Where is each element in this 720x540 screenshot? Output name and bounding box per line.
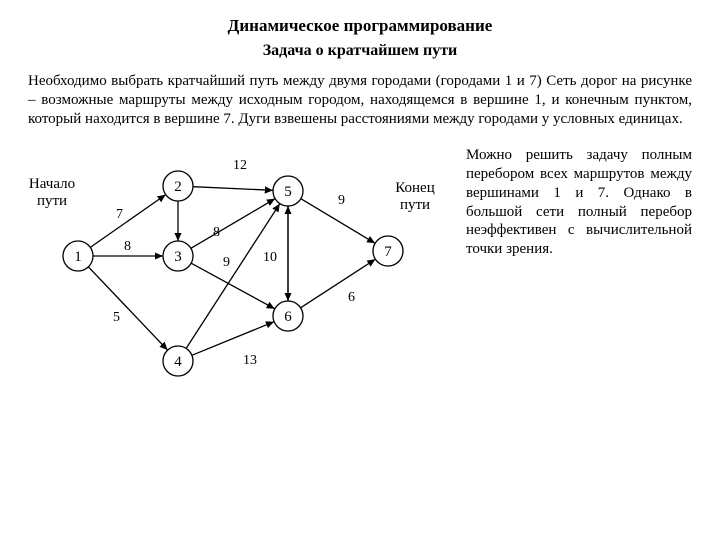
edge-weight-6-7: 6 — [348, 290, 355, 305]
edge-weight-6-5: 10 — [263, 250, 277, 265]
page-subtitle: Задача о кратчайшем пути — [28, 42, 692, 60]
node-label-2: 2 — [174, 179, 182, 195]
edge-3-6 — [191, 263, 275, 309]
edge-weight-3-5: 8 — [213, 225, 220, 240]
edge-4-6 — [192, 322, 274, 356]
node-label-3: 3 — [174, 249, 182, 265]
edge-weight-1-4: 5 — [113, 310, 120, 325]
page-title: Динамическое программирование — [28, 16, 692, 36]
graph-svg: 78512891391061234567 — [28, 146, 448, 406]
node-label-5: 5 — [284, 184, 292, 200]
edge-weight-5-7: 9 — [338, 193, 345, 208]
intro-paragraph: Необходимо выбрать кратчайший путь между… — [28, 72, 692, 128]
node-label-1: 1 — [74, 249, 82, 265]
node-label-4: 4 — [174, 354, 182, 370]
edge-6-7 — [301, 259, 376, 308]
graph-diagram: Начало пути Конец пути 78512891391061234… — [28, 146, 448, 406]
edge-2-5 — [193, 187, 273, 191]
edge-weight-3-6: 9 — [223, 255, 230, 270]
edge-weight-1-2: 7 — [116, 207, 123, 222]
edge-weight-1-3: 8 — [124, 239, 131, 254]
node-label-7: 7 — [384, 244, 392, 260]
rhs-paragraph: Можно решить задачу полным перебором все… — [466, 146, 692, 259]
node-label-6: 6 — [284, 309, 292, 325]
edge-3-5 — [191, 199, 275, 249]
edge-weight-4-6: 13 — [243, 353, 257, 368]
edge-weight-2-5: 12 — [233, 158, 247, 173]
edge-1-4 — [88, 267, 167, 350]
edge-4-5 — [186, 204, 280, 349]
